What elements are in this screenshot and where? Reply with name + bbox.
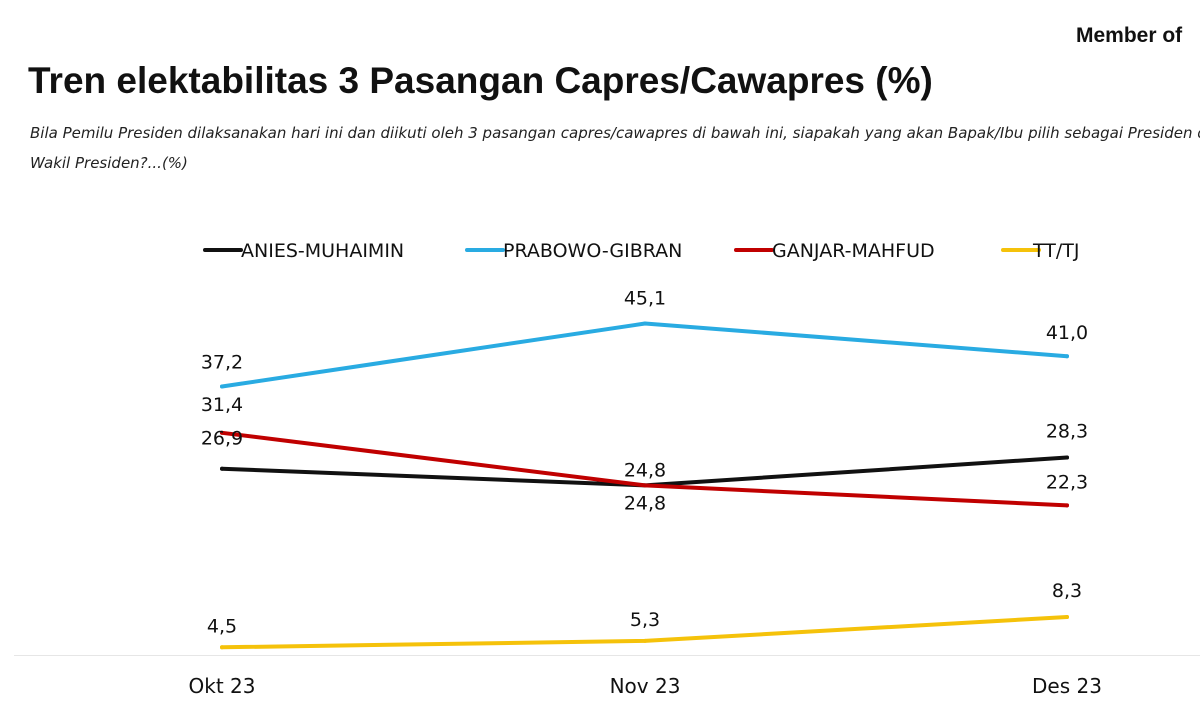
x-tick-label-nov-23: Nov 23 <box>610 674 681 698</box>
data-label-ganjar-mahfud-okt-23: 31,4 <box>201 394 243 416</box>
data-point-tt-tj-des-23 <box>1065 615 1069 619</box>
x-axis-baseline <box>14 655 1200 656</box>
legend-label-tt-tj: TT/TJ <box>1032 240 1080 262</box>
data-label-prabowo-gibran-okt-23: 37,2 <box>201 352 243 374</box>
data-label-tt-tj-okt-23: 4,5 <box>207 615 237 637</box>
data-point-tt-tj-okt-23 <box>220 645 224 650</box>
member-of-label: Member of <box>1076 24 1183 47</box>
data-label-ganjar-mahfud-nov-23: 24,8 <box>624 492 666 514</box>
x-tick-label-okt-23: Okt 23 <box>189 674 256 698</box>
legend-label-ganjar-mahfud: GANJAR-MAHFUD <box>772 240 935 262</box>
data-point-tt-tj-nov-23 <box>643 638 647 643</box>
x-tick-label-des-23: Des 23 <box>1032 674 1102 698</box>
data-label-tt-tj-nov-23: 5,3 <box>630 609 660 631</box>
chart-title: Tren elektabilitas 3 Pasangan Capres/Caw… <box>28 60 933 101</box>
survey-question: Bila Pemilu Presiden dilaksanakan hari i… <box>30 124 1200 172</box>
data-point-ganjar-mahfud-okt-23 <box>220 430 224 435</box>
data-point-prabowo-gibran-nov-23 <box>643 321 647 326</box>
data-label-prabowo-gibran-nov-23: 45,1 <box>624 288 666 310</box>
legend-label-anies-muhaimin: ANIES-MUHAIMIN <box>241 240 404 262</box>
legend-label-prabowo-gibran: PRABOWO-GIBRAN <box>503 240 682 262</box>
data-point-prabowo-gibran-okt-23 <box>220 384 224 389</box>
data-point-anies-muhaimin-des-23 <box>1065 455 1069 460</box>
data-point-prabowo-gibran-des-23 <box>1065 354 1069 359</box>
data-point-anies-muhaimin-okt-23 <box>220 466 224 471</box>
data-point-ganjar-mahfud-des-23 <box>1065 503 1069 508</box>
series-line-prabowo-gibran <box>220 321 1069 389</box>
data-label-prabowo-gibran-des-23: 41,0 <box>1046 322 1088 344</box>
data-label-tt-tj-des-23: 8,3 <box>1052 580 1082 602</box>
data-label-anies-muhaimin-nov-23: 24,8 <box>624 459 666 481</box>
data-label-anies-muhaimin-okt-23: 26,9 <box>201 428 243 450</box>
data-label-anies-muhaimin-des-23: 28,3 <box>1046 421 1088 443</box>
data-label-ganjar-mahfud-des-23: 22,3 <box>1046 471 1088 493</box>
data-point-ganjar-mahfud-nov-23 <box>643 483 647 488</box>
